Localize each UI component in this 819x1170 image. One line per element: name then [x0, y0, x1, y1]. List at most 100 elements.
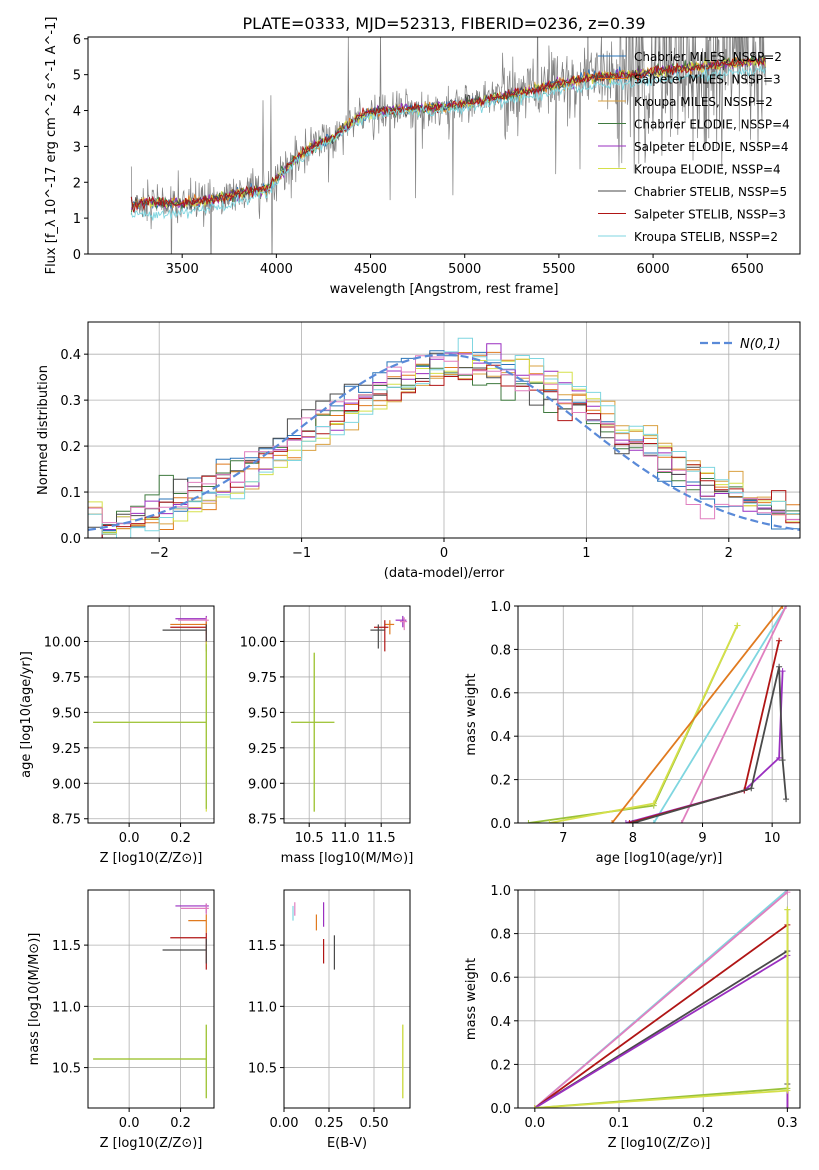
y-tick-label: 0.8 [490, 928, 511, 943]
residual-histogram-panel: −2 −1 0 1 2 0.0 0.1 0.2 0.3 0.4 (data-model)/error… [36, 321, 801, 581]
y-tick-label: 1.0 [490, 884, 511, 899]
plot-area [525, 606, 790, 823]
y-tick-label: 11.5 [52, 939, 81, 954]
legend-entry: Salpeter MILES, NSSP=3 [634, 73, 781, 87]
axes-frame [87, 321, 801, 539]
legend-entry: Chabrier ELODIE, NSSP=4 [634, 118, 790, 132]
x-tick-label: 6500 [731, 262, 764, 277]
weight-vs-age-panel: 7 8 9 10 0.0 0.2 0.4 0.6 0.8 1.0 age [log10(age/yr… [464, 600, 801, 866]
y-tick-label: 10.5 [248, 1062, 277, 1077]
x-tick-label: 5000 [448, 262, 481, 277]
y-tick-label: 9.75 [52, 671, 81, 686]
y-tick-label: 10.00 [44, 635, 81, 650]
x-tick-label: 1 [582, 546, 590, 561]
x-axis-label: Z [log10(Z/Z⊙)] [100, 851, 203, 866]
y-tick-label: 0.4 [490, 730, 511, 745]
y-tick-label: 2 [73, 176, 81, 191]
model-line [130, 52, 766, 211]
y-tick-label: 10.00 [240, 635, 277, 650]
y-tick-label: 11.0 [248, 1000, 277, 1015]
y-tick-label: 6 [73, 33, 81, 48]
plot-area [88, 337, 800, 538]
x-axis-label: E(B-V) [327, 1136, 367, 1151]
plot-area [531, 890, 791, 1108]
y-tick-label: 9.50 [248, 706, 277, 721]
legend-entry: Kroupa ELODIE, NSSP=4 [634, 163, 781, 177]
histogram-step [88, 364, 800, 538]
axes-frame [283, 889, 411, 1109]
y-axis-label: mass weight [464, 958, 479, 1040]
weight-vs-metallicity-panel: 0.0 0.1 0.2 0.3 0.0 0.2 0.4 0.6 0.8 1.0 Z [log10(Z… [464, 884, 801, 1151]
y-axis-label: age [log10(age/yr)] [19, 651, 34, 778]
legend-entry: Kroupa STELIB, NSSP=2 [634, 230, 778, 244]
y-tick-label: 11.5 [248, 939, 277, 954]
axes-frame [517, 889, 801, 1109]
mass-vs-metallicity-panel: 0.0 0.2 10.5 11.0 11.5 Z [log10(Z/Z⊙)] mass [l… [27, 889, 215, 1151]
y-tick-label: 0.0 [490, 817, 511, 832]
x-tick-label: 5500 [542, 262, 575, 277]
x-tick-label: 0.2 [693, 1116, 714, 1131]
legend-entry: Salpeter STELIB, NSSP=3 [634, 208, 786, 222]
y-tick-label: 0.0 [60, 532, 81, 547]
legend-entry: Kroupa MILES, NSSP=2 [634, 95, 773, 109]
legend-entry: N(0,1) [740, 337, 781, 352]
y-tick-label: 0.8 [490, 643, 511, 658]
x-tick-label: 2 [725, 546, 733, 561]
plot-area [291, 615, 408, 812]
x-tick-label: 0.3 [777, 1116, 798, 1131]
y-tick-label: 9.75 [248, 671, 277, 686]
age-vs-metallicity-panel: 0.0 0.2 8.75 9.00 9.25 9.50 9.75 10.00 Z [log10(… [19, 605, 215, 866]
y-tick-label: 9.25 [248, 742, 277, 757]
legend-entry: Chabrier MILES, NSSP=2 [634, 50, 782, 64]
plot-area [93, 615, 209, 812]
y-tick-label: 0 [73, 248, 81, 263]
y-tick-label: 0.2 [60, 440, 81, 455]
x-tick-label: 0.2 [170, 1116, 191, 1131]
model-line [130, 65, 766, 221]
y-tick-label: 0.1 [60, 486, 81, 501]
plot-area [93, 903, 209, 1099]
x-tick-label: 10.5 [295, 831, 324, 846]
plot-area [130, 37, 767, 254]
weight-line [534, 891, 788, 1108]
axes-frame [87, 605, 215, 824]
x-tick-label: 0.50 [360, 1116, 389, 1131]
y-tick-label: 9.00 [52, 777, 81, 792]
y-tick-label: 0.6 [490, 687, 511, 702]
age-vs-mass-panel: 10.5 11.0 11.5 8.75 9.00 9.25 9.50 9.75 10.00 mas… [240, 605, 413, 866]
x-tick-label: 0.00 [270, 1116, 299, 1131]
x-tick-label: −2 [150, 546, 169, 561]
x-tick-label: 0.0 [119, 1116, 140, 1131]
x-tick-label: 4000 [260, 262, 293, 277]
x-axis-label: wavelength [Angstrom, rest frame] [330, 282, 559, 297]
y-tick-label: 5 [73, 69, 81, 84]
x-tick-label: −1 [292, 546, 311, 561]
x-tick-label: 0.1 [609, 1116, 630, 1131]
x-tick-label: 7 [559, 831, 567, 846]
x-tick-label: 4500 [354, 262, 387, 277]
spectrum-panel: 3500 4000 4500 5000 5500 6000 6500 0 1 2 3 4 5 6 wavel… [44, 17, 801, 297]
model-line [130, 57, 766, 213]
y-tick-label: 1 [73, 212, 81, 227]
axes-frame [517, 605, 801, 824]
mass-vs-extinction-panel: 0.00 0.25 0.50 10.5 11.0 11.5 E(B-V) [248, 889, 411, 1151]
y-tick-label: 1.0 [490, 600, 511, 615]
y-axis-label: Normed distribution [36, 365, 51, 495]
y-tick-label: 4 [73, 105, 81, 120]
x-tick-label: 0.0 [119, 831, 140, 846]
x-tick-label: 0 [440, 546, 448, 561]
y-tick-label: 3 [73, 140, 81, 155]
y-tick-label: 10.5 [52, 1062, 81, 1077]
axes-frame [283, 605, 411, 824]
y-tick-label: 9.25 [52, 742, 81, 757]
histogram-step [88, 355, 800, 525]
x-tick-label: 0.0 [524, 1116, 545, 1131]
figure-title: PLATE=0333, MJD=52313, FIBERID=0236, z=0… [242, 14, 645, 33]
y-tick-label: 0.0 [490, 1102, 511, 1117]
axes-frame [87, 36, 801, 255]
y-axis-label: mass [log10(M/M⊙)] [27, 933, 42, 1066]
x-tick-label: 3500 [166, 262, 199, 277]
x-tick-label: 11.0 [331, 831, 360, 846]
x-tick-label: 8 [629, 831, 637, 846]
